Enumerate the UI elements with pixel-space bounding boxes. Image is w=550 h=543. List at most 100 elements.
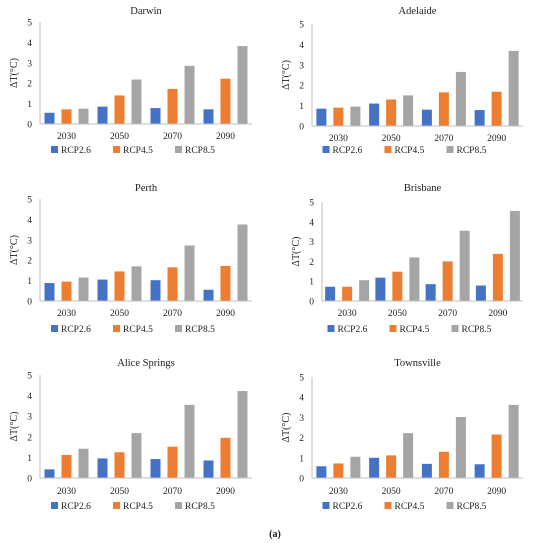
legend-swatch [51,325,58,332]
bar-RCP8-5-2070 [455,417,466,478]
bar-RCP2-6-2070 [421,463,432,478]
bar-RCP8-5-2030 [359,280,370,301]
y-tick-label: 0 [27,298,32,308]
y-tick-label: 5 [299,374,304,384]
y-tick-label: 5 [309,199,314,209]
bar-RCP2-6-2050 [369,457,380,478]
legend-swatch [113,502,120,509]
bar-RCP8-5-2090 [237,391,248,478]
y-tick-label: 0 [27,475,32,485]
bar-RCP2-6-2090 [475,285,486,301]
y-axis-label: ΔT(°C) [291,237,302,267]
y-tick-label: 1 [27,277,32,287]
x-tick-label: 2070 [434,134,453,144]
bar-RCP8-5-2090 [237,224,248,301]
bar-RCP2-6-2070 [150,459,161,478]
y-tick-label: 0 [309,298,314,308]
bar-RCP8-5-2030 [78,448,89,478]
x-tick-label: 2090 [487,487,506,497]
chart-title: Perth [135,183,158,194]
legend-entry: RCP4.5 [123,325,153,335]
legend-swatch [384,502,392,509]
y-axis-label: ΔT(°C) [281,413,292,443]
bar-RCP8-5-2070 [459,230,470,301]
legend-entry: RCP4.5 [395,146,425,156]
figure-caption: (a) [269,529,281,540]
bar-RCP4-5-2050 [114,452,125,478]
chart-title: Townsville [394,358,441,369]
legend-swatch [113,146,120,153]
legend-entry: RCP2.6 [61,146,91,156]
bar-RCP8-5-2070 [184,404,195,478]
legend-entry: RCP2.6 [61,325,91,335]
chart-panel-3: Brisbane ΔT(°C) 0 1 2 3 4 5 2030 2050 2070 2090 RCP2… [291,183,523,335]
y-tick-label: 0 [299,123,304,133]
bar-RCP8-5-2090 [237,46,248,124]
legend-swatch [175,325,182,332]
bar-RCP8-5-2030 [350,456,361,478]
y-tick-label: 4 [27,39,32,49]
bar-RCP2-6-2090 [203,460,214,478]
legend-entry: RCP8.5 [457,146,487,156]
y-axis-label: ΔT(°C) [9,58,20,88]
legend-swatch [327,325,335,332]
y-tick-label: 1 [299,102,304,112]
y-tick-label: 2 [27,433,32,443]
legend-entry: RCP8.5 [185,146,215,156]
bar-RCP2-6-2030 [325,286,336,301]
bar-RCP4-5-2090 [491,91,502,126]
bar-RCP2-6-2030 [316,466,327,478]
x-tick-label: 2030 [57,132,76,142]
x-tick-label: 2070 [163,309,182,319]
bar-RCP2-6-2070 [150,280,161,301]
legend-entry: RCP2.6 [338,325,368,335]
y-tick-label: 0 [27,121,32,131]
bar-RCP2-6-2070 [425,284,436,301]
bar-RCP4-5-2030 [61,109,72,124]
legend-entry: RCP8.5 [462,325,492,335]
bar-RCP4-5-2070 [167,267,178,301]
bar-RCP4-5-2050 [392,271,403,301]
chart-panel-0: Darwin ΔT(°C) 0 1 2 3 4 5 2030 2050 2070 2090 RCP2.6… [9,6,252,156]
bar-RCP8-5-2030 [78,277,89,301]
legend-swatch [113,325,120,332]
bar-RCP2-6-2050 [375,277,386,301]
bar-RCP8-5-2050 [131,266,142,301]
y-tick-label: 3 [27,413,32,423]
chart-title: Adelaide [399,6,437,17]
x-tick-label: 2090 [216,487,235,497]
legend-entry: RCP4.5 [400,325,430,335]
y-tick-label: 3 [299,61,304,71]
legend-swatch [389,325,397,332]
y-tick-label: 4 [27,216,32,226]
chart-panel-4: Alice Springs ΔT(°C) 0 1 2 3 4 5 2030 2050 2070 209… [9,358,252,512]
x-tick-label: 2070 [434,487,453,497]
bar-RCP8-5-2030 [350,106,361,126]
legend-swatch [446,502,454,509]
bar-RCP8-5-2050 [403,95,414,126]
x-tick-label: 2030 [338,309,357,319]
bar-RCP2-6-2090 [203,289,214,301]
x-tick-label: 2050 [382,487,401,497]
bar-RCP4-5-2090 [492,253,503,301]
x-tick-label: 2030 [329,487,348,497]
bar-RCP2-6-2090 [203,109,214,124]
legend-swatch [322,146,330,153]
bar-RCP4-5-2030 [333,107,344,126]
y-tick-label: 0 [299,475,304,485]
bar-RCP8-5-2090 [508,404,519,478]
legend-swatch [446,146,454,153]
x-tick-label: 2090 [488,309,507,319]
y-tick-label: 3 [309,238,314,248]
bar-RCP2-6-2050 [97,458,108,478]
bar-RCP4-5-2090 [491,434,502,478]
y-tick-label: 2 [27,257,32,267]
bar-RCP4-5-2090 [220,78,231,124]
bar-RCP2-6-2050 [97,106,108,124]
legend-entry: RCP2.6 [333,146,363,156]
legend-entry: RCP8.5 [185,325,215,335]
bar-RCP8-5-2050 [131,79,142,124]
bar-RCP4-5-2090 [220,437,231,478]
bar-RCP4-5-2070 [438,92,449,126]
